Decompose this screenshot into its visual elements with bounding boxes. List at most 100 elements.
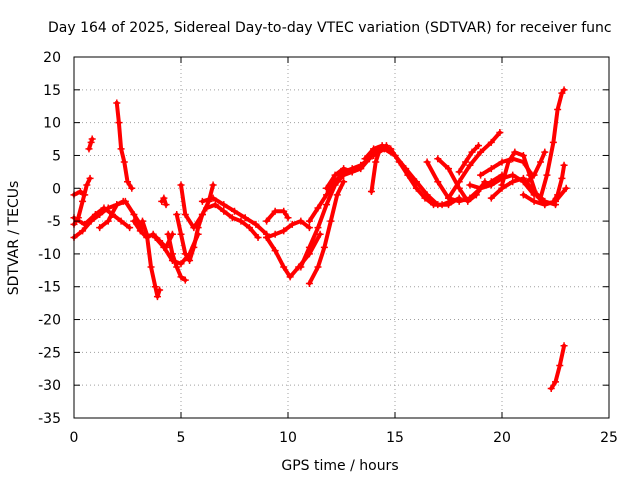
- data-point-marker: [305, 217, 313, 225]
- data-point-marker: [466, 181, 474, 189]
- data-point-marker: [554, 191, 562, 199]
- data-point-marker: [245, 224, 253, 232]
- y-tick-label: 0: [52, 181, 61, 197]
- data-point-marker: [88, 135, 96, 143]
- x-tick-label: 5: [177, 430, 186, 446]
- data-point-marker: [340, 165, 348, 173]
- y-tick-label: -15: [38, 280, 61, 296]
- data-point-marker: [455, 178, 463, 186]
- data-point-marker: [549, 197, 557, 205]
- data-point-marker: [524, 178, 532, 186]
- data-point-marker: [209, 181, 217, 189]
- series-track-37: [537, 86, 568, 202]
- data-point-marker: [280, 207, 288, 215]
- data-point-marker: [128, 184, 136, 192]
- data-point-marker: [541, 201, 549, 209]
- x-tick-label: 0: [70, 430, 79, 446]
- data-point-marker: [126, 224, 134, 232]
- data-point-marker: [434, 155, 442, 163]
- series-track-7: [113, 99, 136, 192]
- data-point-marker: [190, 224, 198, 232]
- data-point-marker: [462, 158, 470, 166]
- data-point-marker: [81, 191, 89, 199]
- data-point-marker: [305, 279, 313, 287]
- data-point-marker: [198, 211, 206, 219]
- series-line: [551, 163, 567, 204]
- data-point-marker: [391, 151, 399, 159]
- data-point-marker: [477, 171, 485, 179]
- data-point-marker: [552, 378, 559, 386]
- series-line: [446, 130, 502, 201]
- series-group: [70, 86, 570, 392]
- data-point-marker: [316, 230, 324, 238]
- data-point-marker: [153, 293, 161, 301]
- data-point-marker: [305, 224, 313, 232]
- data-point-marker: [370, 145, 378, 153]
- data-point-marker: [380, 145, 388, 153]
- data-point-marker: [151, 234, 159, 241]
- series-track-4: [85, 135, 96, 153]
- series-line: [264, 209, 290, 224]
- y-tick-label: 15: [43, 83, 61, 99]
- data-point-marker: [113, 99, 121, 107]
- data-point-marker: [487, 165, 495, 173]
- data-point-marker: [252, 220, 260, 228]
- data-point-marker: [519, 174, 527, 182]
- data-point-marker: [511, 148, 519, 156]
- data-point-marker: [547, 384, 555, 392]
- data-point-marker: [314, 204, 322, 212]
- data-point-marker: [173, 211, 181, 219]
- data-point-marker: [348, 168, 356, 176]
- data-point-marker: [237, 217, 245, 225]
- data-point-marker: [143, 230, 151, 238]
- data-point-marker: [181, 211, 189, 219]
- series-track-36: [524, 148, 549, 186]
- data-point-marker: [177, 260, 185, 268]
- data-point-marker: [464, 197, 472, 205]
- data-point-marker: [455, 197, 463, 205]
- data-point-marker: [271, 230, 279, 238]
- data-point-marker: [468, 148, 476, 156]
- data-point-marker: [423, 158, 431, 166]
- data-point-marker: [211, 201, 219, 209]
- data-point-marker: [87, 138, 95, 146]
- series-track-39: [547, 342, 568, 392]
- data-point-marker: [162, 201, 170, 209]
- data-point-marker: [203, 204, 211, 212]
- data-point-marker: [117, 145, 125, 153]
- data-point-marker: [537, 158, 545, 166]
- series-line: [525, 150, 547, 184]
- data-point-marker: [434, 201, 442, 209]
- data-point-marker: [487, 181, 495, 189]
- series-track-35: [519, 184, 570, 209]
- data-point-marker: [560, 342, 568, 350]
- data-point-marker: [120, 158, 128, 166]
- data-point-marker: [220, 207, 228, 215]
- data-point-marker: [320, 243, 328, 251]
- series-line: [457, 143, 481, 174]
- data-point-marker: [504, 158, 512, 166]
- y-tick-label: 20: [43, 50, 61, 66]
- series-track-18: [263, 207, 292, 225]
- data-point-marker: [228, 214, 236, 222]
- data-point-marker: [190, 243, 198, 251]
- data-point-marker: [519, 191, 527, 199]
- data-point-marker: [361, 155, 369, 163]
- data-point-marker: [327, 217, 335, 225]
- x-tick-label: 20: [493, 430, 511, 446]
- data-point-marker: [560, 86, 568, 94]
- data-point-marker: [477, 148, 485, 156]
- y-axis-label: SDTVAR / TECUs: [6, 181, 22, 296]
- data-point-marker: [530, 171, 538, 179]
- data-point-marker: [323, 191, 331, 199]
- data-point-marker: [181, 276, 189, 284]
- data-point-marker: [562, 184, 570, 192]
- data-point-marker: [297, 263, 305, 271]
- data-point-marker: [556, 361, 564, 369]
- data-point-marker: [271, 207, 279, 215]
- ticks: 0 5 10 15 20 25 -35 -30 -25 -20 -15 -10 -5 0 5 10 15 20: [38, 50, 618, 446]
- series-line: [97, 199, 145, 230]
- series-track-38: [549, 161, 568, 205]
